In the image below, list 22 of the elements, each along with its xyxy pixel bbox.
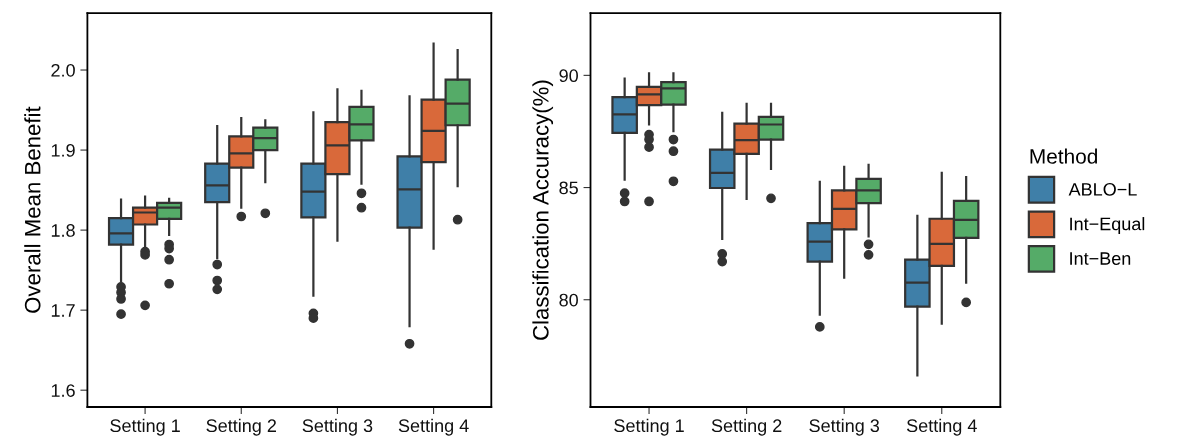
x-tick-label: Setting 1 xyxy=(110,418,180,436)
x-tick-label: Setting 4 xyxy=(906,418,977,436)
y-tick-label: 1.6 xyxy=(51,384,75,397)
y-axis-title: Classification Accuracy(%) xyxy=(532,80,554,340)
y-tick-label: 80 xyxy=(559,293,578,307)
x-tick-label: Setting 4 xyxy=(398,418,469,436)
legend-label: Int−Equal xyxy=(1070,217,1145,234)
y-tick-label: 90 xyxy=(559,69,578,83)
y-tick-label: 1.9 xyxy=(51,144,75,157)
legend-title: Method xyxy=(1030,148,1097,164)
x-tick-label: Setting 2 xyxy=(711,418,782,436)
y-tick-label: 2.0 xyxy=(51,63,75,77)
legend-label: Int−Ben xyxy=(1070,252,1131,265)
x-tick-label: Setting 2 xyxy=(206,418,276,436)
y-axis-title: Overall Mean Benefit xyxy=(24,106,41,313)
y-tick-label: 1.7 xyxy=(51,304,75,317)
x-tick-label: Setting 3 xyxy=(809,418,880,436)
x-tick-label: Setting 3 xyxy=(302,418,373,436)
y-tick-label: 85 xyxy=(559,181,578,195)
y-tick-label: 1.8 xyxy=(51,224,75,237)
x-tick-label: Setting 1 xyxy=(614,418,684,436)
legend-label: ABLO−L xyxy=(1068,182,1137,196)
